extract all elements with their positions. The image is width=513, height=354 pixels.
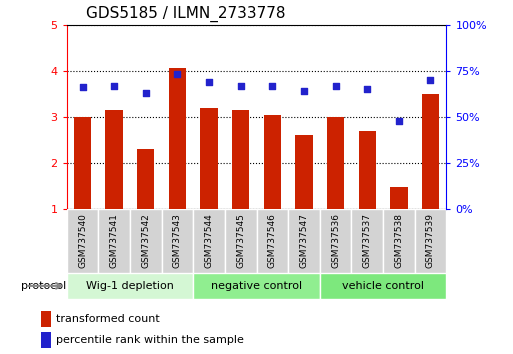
Point: [300, 88, 308, 94]
Point: [394, 118, 403, 123]
Point: [142, 90, 150, 96]
FancyBboxPatch shape: [162, 209, 193, 273]
Point: [78, 85, 87, 90]
Bar: [201, 108, 218, 209]
FancyBboxPatch shape: [320, 273, 446, 299]
Text: GSM737541: GSM737541: [110, 213, 119, 268]
FancyBboxPatch shape: [67, 209, 98, 273]
Text: transformed count: transformed count: [56, 314, 160, 324]
FancyBboxPatch shape: [256, 209, 288, 273]
Bar: [41, 332, 51, 348]
Bar: [137, 149, 154, 209]
Bar: [106, 110, 123, 209]
Bar: [74, 117, 91, 209]
Point: [236, 83, 245, 88]
FancyBboxPatch shape: [67, 273, 193, 299]
Text: Wig-1 depletion: Wig-1 depletion: [86, 281, 174, 291]
Point: [268, 83, 277, 88]
FancyBboxPatch shape: [320, 209, 351, 273]
Text: GSM737538: GSM737538: [394, 213, 403, 268]
Bar: [359, 131, 376, 209]
Bar: [264, 115, 281, 209]
FancyBboxPatch shape: [383, 209, 415, 273]
Text: GSM737537: GSM737537: [363, 213, 372, 268]
FancyBboxPatch shape: [415, 209, 446, 273]
Point: [331, 83, 340, 88]
Point: [110, 83, 118, 88]
Text: GSM737542: GSM737542: [141, 213, 150, 268]
Bar: [232, 110, 249, 209]
Text: GSM737547: GSM737547: [300, 213, 308, 268]
Text: vehicle control: vehicle control: [342, 281, 424, 291]
Text: GDS5185 / ILMN_2733778: GDS5185 / ILMN_2733778: [86, 6, 285, 22]
FancyBboxPatch shape: [130, 209, 162, 273]
Bar: [422, 94, 439, 209]
FancyBboxPatch shape: [351, 209, 383, 273]
Point: [205, 79, 213, 85]
Bar: [390, 187, 407, 209]
Text: GSM737540: GSM737540: [78, 213, 87, 268]
Text: protocol: protocol: [22, 281, 67, 291]
Text: GSM737543: GSM737543: [173, 213, 182, 268]
Text: GSM737536: GSM737536: [331, 213, 340, 268]
FancyBboxPatch shape: [193, 209, 225, 273]
Bar: [327, 117, 344, 209]
Point: [173, 72, 182, 77]
Bar: [41, 311, 51, 327]
Text: GSM737544: GSM737544: [205, 213, 213, 268]
Bar: [169, 69, 186, 209]
Text: GSM737546: GSM737546: [268, 213, 277, 268]
Point: [363, 86, 371, 92]
FancyBboxPatch shape: [288, 209, 320, 273]
Point: [426, 77, 435, 83]
FancyBboxPatch shape: [193, 273, 320, 299]
Bar: [295, 135, 312, 209]
FancyBboxPatch shape: [225, 209, 256, 273]
Text: GSM737539: GSM737539: [426, 213, 435, 268]
Text: negative control: negative control: [211, 281, 302, 291]
Text: percentile rank within the sample: percentile rank within the sample: [56, 335, 244, 345]
FancyBboxPatch shape: [98, 209, 130, 273]
Text: GSM737545: GSM737545: [236, 213, 245, 268]
